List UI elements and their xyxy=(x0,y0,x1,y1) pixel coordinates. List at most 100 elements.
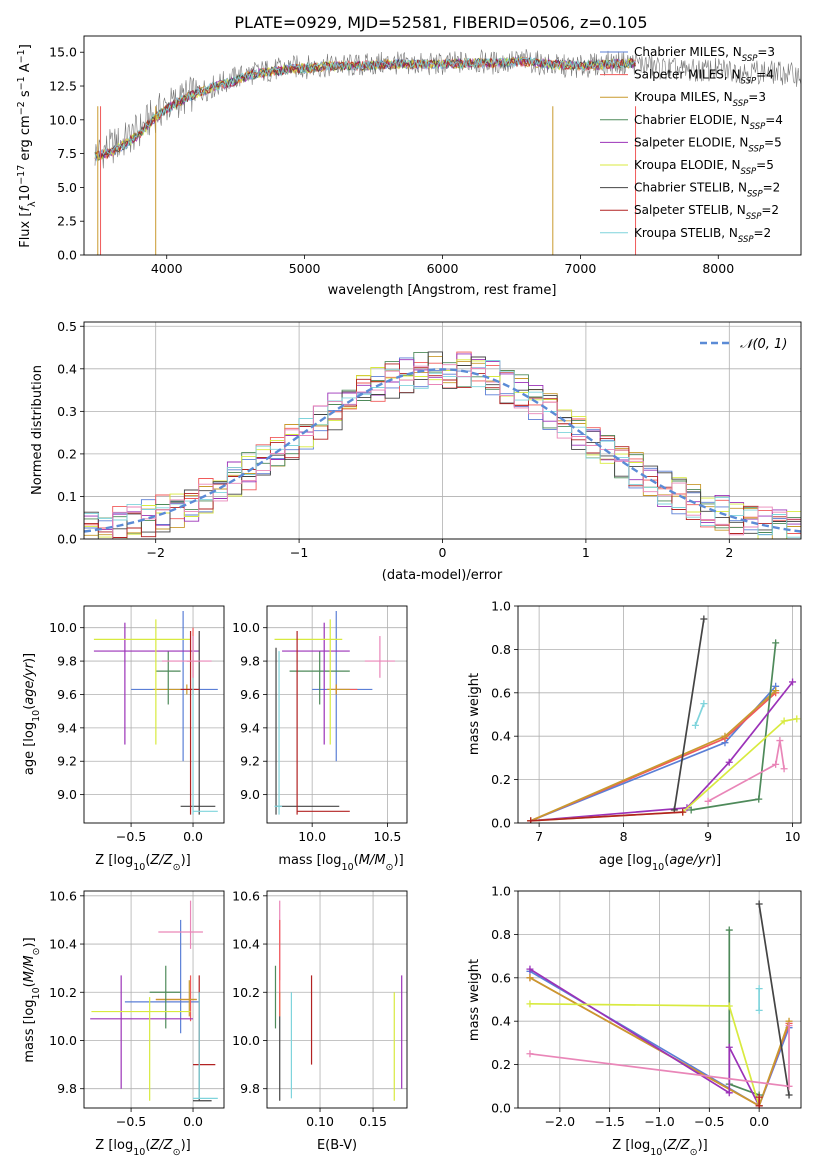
residuals-xtick-label: 2 xyxy=(725,545,733,560)
age-vs-mass-ytick-label: 9.0 xyxy=(240,787,260,802)
legend-entry: Salpeter ELODIE, NSSP=5 xyxy=(634,135,782,154)
weight-vs-Z-ytick-label: 0.8 xyxy=(491,927,511,942)
weight-vs-Z-xtick-label: 0.0 xyxy=(749,1114,769,1129)
weight-marker xyxy=(725,758,733,766)
age-vs-Z-axes: −0.5 0.0 9.0 9.2 9.4 9.6 9.8 10.0 Z [log10(Z/Z⊙)… xyxy=(22,605,225,873)
age-vs-Z-frame xyxy=(83,605,225,824)
mass-vs-Z-ytick-label: 9.8 xyxy=(57,1081,77,1096)
weight-marker xyxy=(679,808,687,816)
age-vs-Z-ytick-label: 9.4 xyxy=(57,720,77,735)
mass-vs-EBV-ytick-label: 10.6 xyxy=(232,888,260,903)
legend-entry: Salpeter MILES, NSSP=4 xyxy=(634,68,774,87)
weight-vs-age-xlabel: age [log10(age/yr)] xyxy=(599,853,721,873)
weight-vs-Z-xtick-label: −2.0 xyxy=(545,1114,575,1129)
spectrum-ytick-label: 15.0 xyxy=(49,45,77,60)
age-vs-Z-xtick-label: 0.0 xyxy=(183,829,203,844)
residuals-ytick-label: 0.5 xyxy=(57,319,77,334)
mass-vs-EBV-frame xyxy=(266,890,408,1109)
mass-vs-EBV-xtick-label: 0.10 xyxy=(306,1114,334,1129)
weight-marker xyxy=(789,678,797,686)
weight-marker xyxy=(526,1050,534,1058)
weight-marker xyxy=(725,1089,733,1097)
age-vs-mass-ytick-label: 9.4 xyxy=(240,720,260,735)
gaussian-legend-label: 𝒩(0, 1) xyxy=(740,337,787,352)
residuals-ytick-label: 0.0 xyxy=(57,532,77,547)
weight-series-line xyxy=(758,903,790,1096)
residuals-xtick-label: −1 xyxy=(290,545,308,560)
weight-vs-Z-frame xyxy=(517,890,802,1109)
age-vs-Z-ytick-label: 10.0 xyxy=(49,620,77,635)
residuals-xlabel: (data-model)/error xyxy=(382,568,503,583)
residuals-xtick-label: 1 xyxy=(582,545,590,560)
weight-marker xyxy=(755,1093,763,1101)
weight-vs-Z-ytick-label: 0.4 xyxy=(491,1014,511,1029)
mass-vs-Z-frame xyxy=(83,890,225,1109)
weight-marker xyxy=(755,795,763,803)
mass-vs-EBV-ytick-label: 10.2 xyxy=(232,985,260,1000)
weight-marker xyxy=(755,1102,763,1108)
mass-vs-Z-ylabel: mass [log10(M/M⊙)] xyxy=(22,937,42,1062)
spectrum-xlabel: wavelength [Angstrom, rest frame] xyxy=(328,283,557,298)
weight-series-line xyxy=(673,618,705,811)
mass-vs-Z-ytick-label: 10.6 xyxy=(49,888,77,903)
spectrum-ytick-label: 12.5 xyxy=(49,79,77,94)
weight-marker xyxy=(772,760,780,768)
weight-marker xyxy=(725,926,733,934)
weight-vs-age-ytick-label: 0.2 xyxy=(491,772,511,787)
weight-marker xyxy=(793,715,801,723)
weight-marker xyxy=(755,900,763,908)
weight-marker xyxy=(785,1091,793,1099)
legend-entry: Salpeter STELIB, NSSP=2 xyxy=(634,203,779,222)
spectrum-ytick-label: 5.0 xyxy=(57,180,77,195)
model-spectrum-line xyxy=(94,56,636,161)
mass-vs-Z-axes: −0.5 0.0 9.8 10.0 10.2 10.4 10.6 Z [log10(Z/Z⊙)… xyxy=(22,888,225,1158)
weight-vs-Z-xtick-label: −1.5 xyxy=(594,1114,624,1129)
weight-vs-age-ytick-label: 0.4 xyxy=(491,729,511,744)
mass-vs-EBV-xtick-label: 0.15 xyxy=(359,1114,387,1129)
age-vs-Z-ytick-label: 9.6 xyxy=(57,687,77,702)
model-spectrum-line xyxy=(94,57,636,160)
weight-marker xyxy=(780,717,788,725)
age-vs-mass-xtick-label: 10.5 xyxy=(374,829,402,844)
weight-vs-Z-plot-area xyxy=(526,900,793,1108)
spectrum-plot-area xyxy=(94,48,801,255)
weight-marker xyxy=(772,687,780,695)
spectrum-legend: Chabrier MILES, NSSP=3 Salpeter MILES, NS… xyxy=(600,45,783,245)
weight-vs-age-xtick-label: 10 xyxy=(785,829,801,844)
weight-marker xyxy=(704,797,712,805)
weight-vs-age-xtick-label: 9 xyxy=(704,829,712,844)
legend-entry: Kroupa STELIB, NSSP=2 xyxy=(634,226,771,245)
weight-series-line xyxy=(728,930,760,1096)
residuals-frame xyxy=(83,321,802,540)
weight-series-line xyxy=(530,681,794,822)
weight-vs-Z-xtick-label: −0.5 xyxy=(694,1114,724,1129)
legend-entry: Chabrier STELIB, NSSP=2 xyxy=(634,181,780,200)
residuals-plot-area xyxy=(84,351,801,539)
weight-series-line xyxy=(530,811,683,822)
legend-entry: Kroupa MILES, NSSP=3 xyxy=(634,90,766,109)
model-spectrum-line xyxy=(94,57,636,161)
mass-vs-Z-xtick-label: 0.0 xyxy=(183,1114,203,1129)
weight-vs-age-xtick-label: 8 xyxy=(620,829,628,844)
weight-vs-Z-ytick-label: 0.2 xyxy=(491,1057,511,1072)
weight-vs-age-ytick-label: 0.8 xyxy=(491,642,511,657)
weight-marker xyxy=(780,765,788,773)
weight-marker xyxy=(526,1000,534,1008)
weight-marker xyxy=(700,700,708,708)
weight-series-line xyxy=(529,968,760,1107)
weight-vs-Z-xtick-label: −1.0 xyxy=(644,1114,674,1129)
weight-vs-age-ytick-label: 0.0 xyxy=(491,816,511,831)
weight-marker xyxy=(526,965,534,973)
weight-series-line xyxy=(694,703,705,726)
mass-vs-Z-ytick-label: 10.2 xyxy=(49,985,77,1000)
weight-marker xyxy=(785,1022,793,1030)
model-spectrum-line xyxy=(94,56,636,161)
weight-vs-Z-ytick-label: 0.0 xyxy=(491,1101,511,1116)
age-vs-mass-ytick-label: 10.0 xyxy=(232,620,260,635)
weight-marker xyxy=(721,732,729,740)
weight-vs-Z-ytick-label: 1.0 xyxy=(491,884,511,899)
weight-series-line xyxy=(530,685,777,822)
weight-marker xyxy=(687,806,695,814)
mass-vs-Z-ytick-label: 10.4 xyxy=(49,937,77,952)
age-vs-mass-ytick-label: 9.8 xyxy=(240,654,260,669)
